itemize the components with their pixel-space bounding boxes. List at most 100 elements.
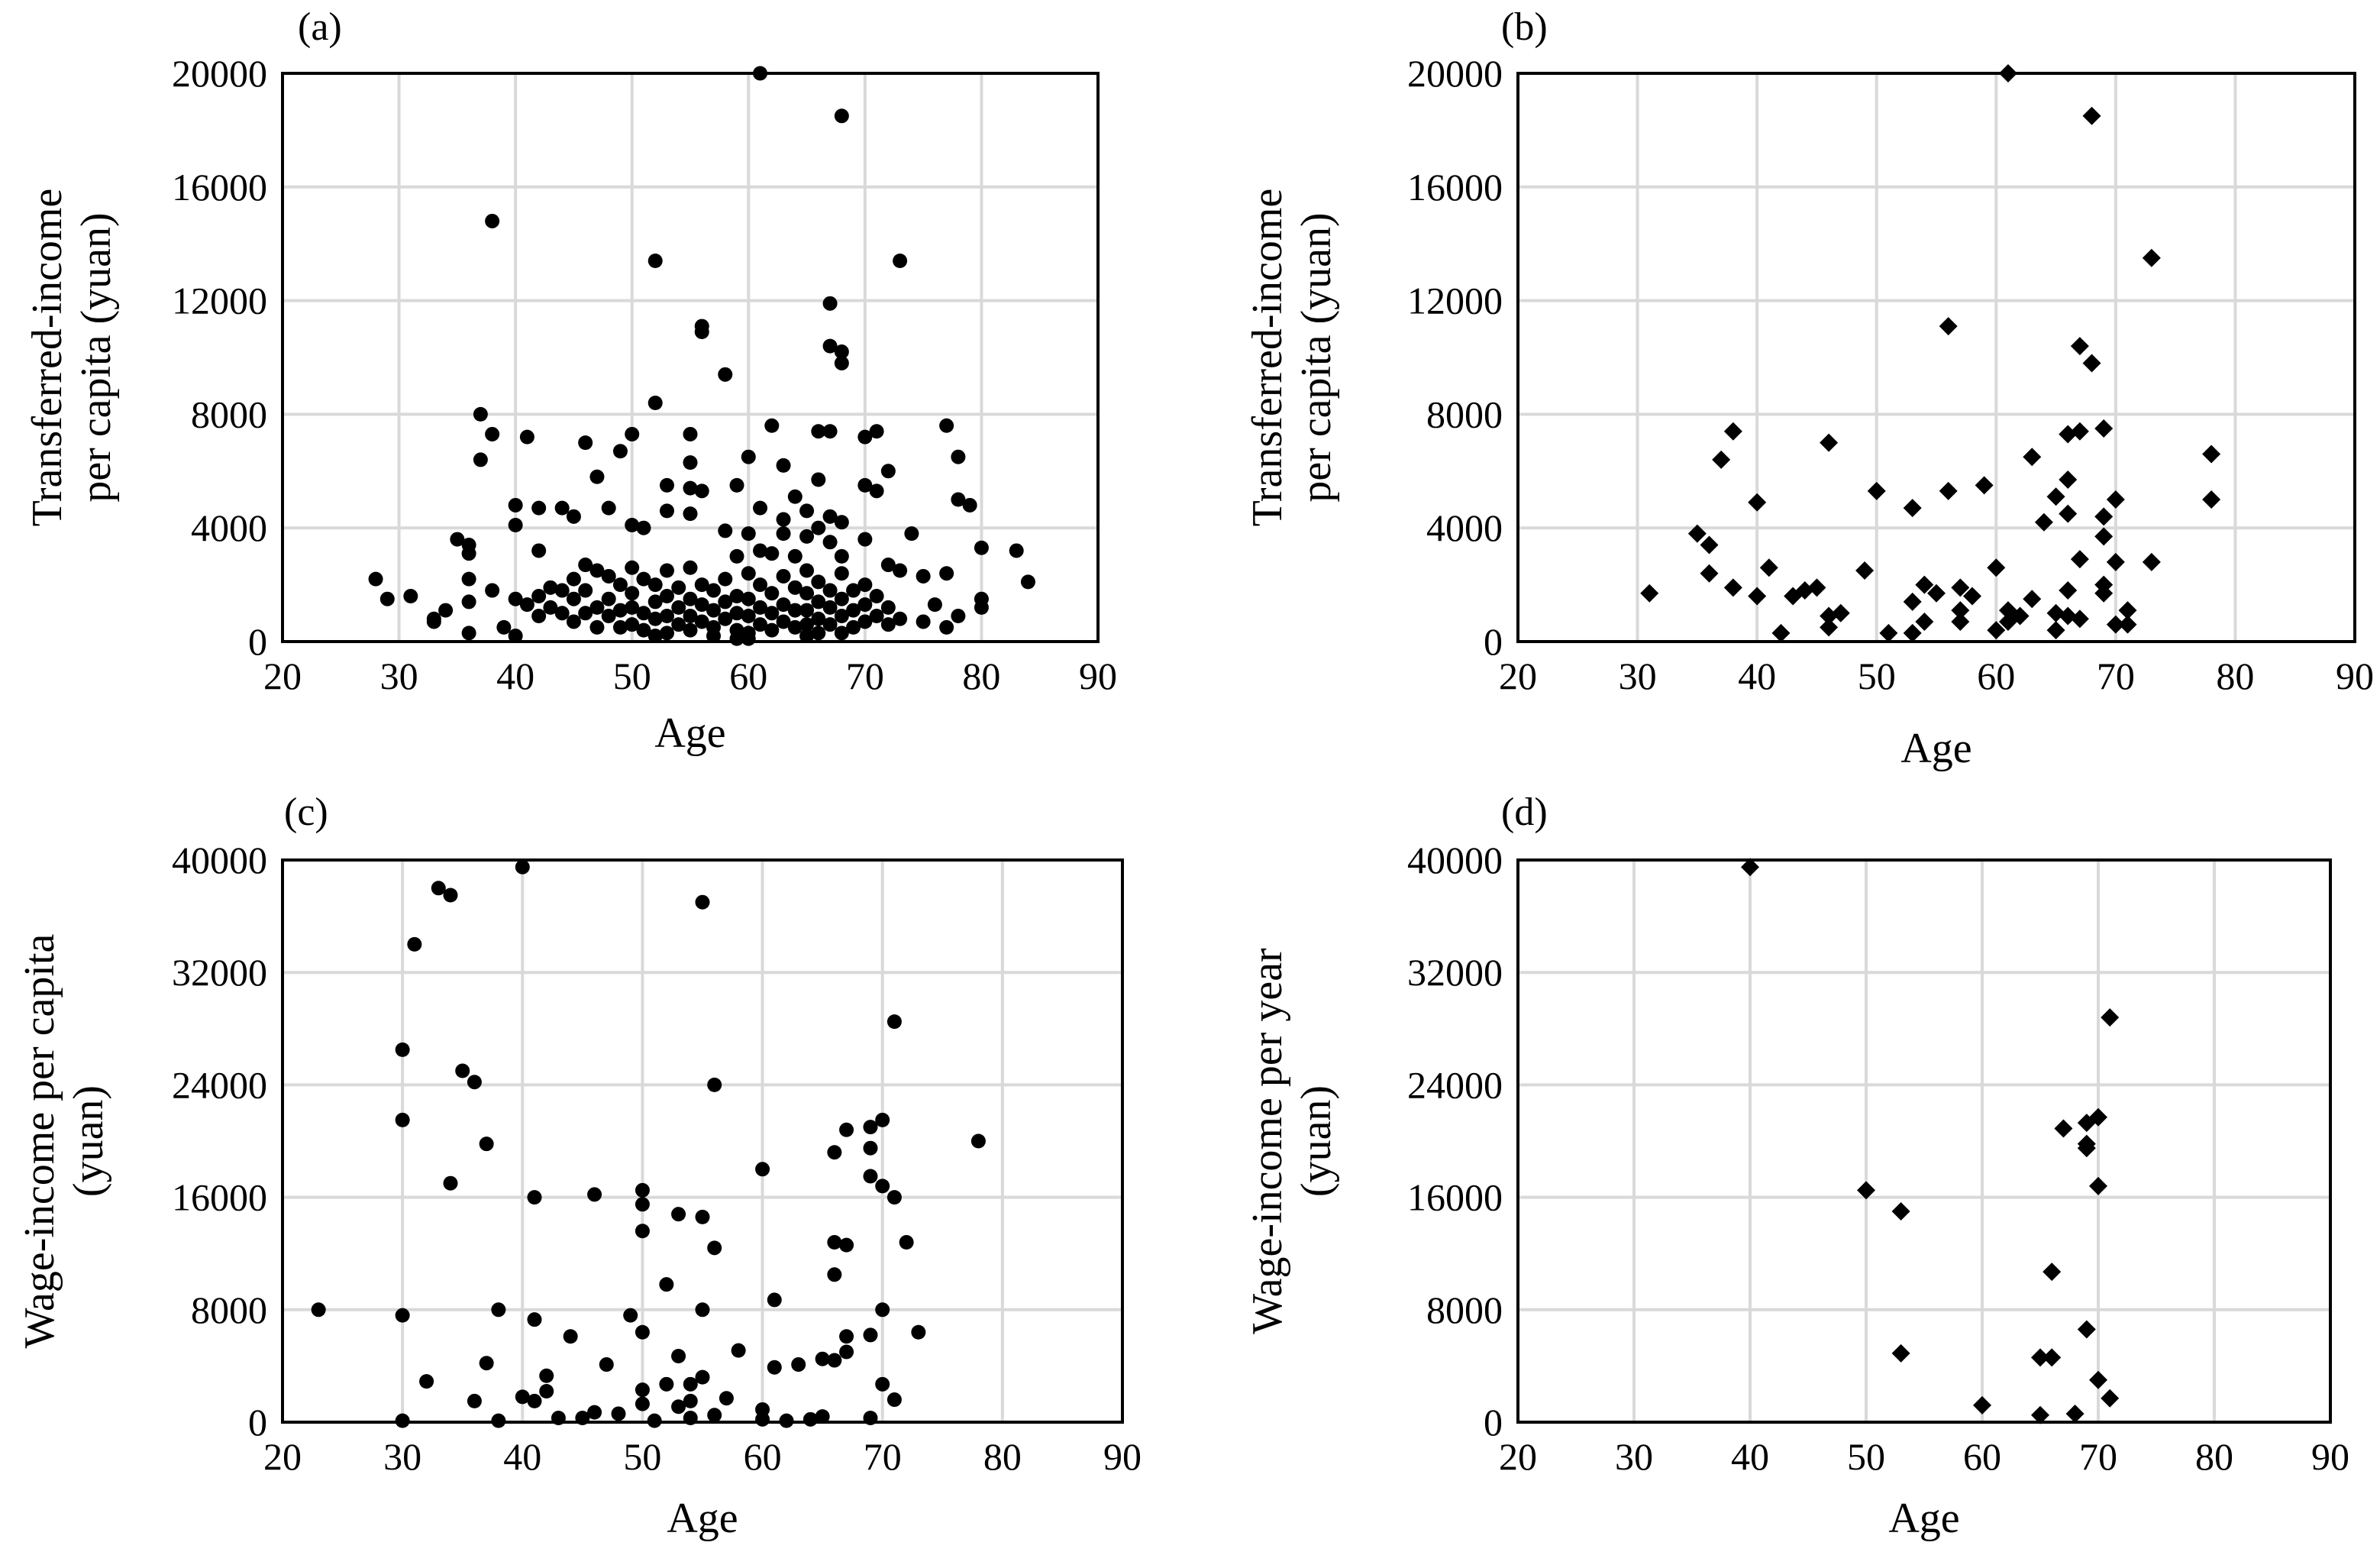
data-point-diamond [1723,422,1742,441]
data-point-circle [899,1234,914,1250]
data-point-circle [811,520,826,535]
data-point-circle [799,586,815,601]
y-tick-label: 0 [248,1401,267,1444]
panel-c: 20 30 40 50 60 70 80 90 0 8000 16000 24000 32000 4000… [16,791,1142,1542]
data-point-circle [554,500,570,516]
data-point-diamond [1855,561,1875,580]
data-point-circle [531,588,547,603]
x-tick-label: 40 [1731,1435,1769,1478]
data-point-circle [729,477,744,493]
panel-label: (b) [1501,5,1548,49]
data-point-diamond [1939,317,1958,336]
y-tick-label: 0 [1484,620,1503,663]
data-point-circle [707,1077,722,1092]
y-tick-label: 8000 [191,1288,267,1331]
data-point-circle [589,619,605,635]
data-point-circle [578,435,593,451]
data-point-circle [718,594,733,609]
data-point-circle [706,629,722,644]
data-point-circle [531,609,547,624]
y-axis-label-line: Wage-income per year [1244,948,1291,1334]
data-point-circle [611,1406,626,1421]
data-point-circle [753,617,768,632]
data-point-circle [799,603,815,618]
data-point-circle [612,444,628,459]
data-point-circle [755,1162,770,1177]
data-point-circle [589,469,605,484]
data-point-circle [880,464,896,479]
data-point-circle [539,1368,554,1383]
data-point-circle [753,66,768,81]
x-axis-label: Age [1888,1495,1959,1542]
data-point-diamond [1951,578,1970,597]
x-axis-label: Age [667,1495,738,1542]
data-point-circle [834,344,849,360]
data-point-circle [787,548,802,564]
data-point-circle [822,600,838,615]
y-tick-label: 12000 [172,280,267,322]
data-point-circle [683,1410,698,1425]
data-point-diamond [1939,481,1958,500]
y-axis-label-line: Transferred-income [24,189,71,527]
data-point-circle [659,563,674,578]
data-point-circle [799,503,815,519]
data-point-circle [863,1327,878,1343]
data-point-diamond [2046,487,2065,506]
data-point-circle [443,888,458,903]
data-point-circle [578,606,593,621]
data-point-circle [822,509,838,524]
data-point-circle [904,526,919,542]
data-point-circle [671,580,686,595]
y-tick-label: 0 [248,620,267,663]
data-point-circle [834,591,849,606]
data-point-circle [911,1324,926,1340]
data-point-circle [527,1190,542,1205]
data-point-circle [612,619,628,635]
data-point-circle [683,622,698,638]
data-point-circle [519,429,534,445]
data-point-circle [970,1133,986,1149]
data-point-circle [635,1396,650,1411]
data-point-circle [779,1413,794,1428]
y-axis-label-line: Transferred-income [1244,189,1291,527]
data-point-circle [578,558,593,573]
plot-area-frame [281,858,1124,1424]
data-point-circle [694,483,709,499]
data-point-circle [455,1063,470,1078]
data-point-diamond [1927,584,1946,603]
data-point-circle [379,591,395,606]
data-point-circle [834,108,849,124]
y-axis-label-line: Wage-income per capita [16,933,63,1348]
data-point-circle [822,583,838,598]
data-point-circle [431,881,446,896]
x-tick-label: 70 [846,655,884,697]
data-point-circle [659,588,674,603]
data-point-circle [731,1343,746,1358]
data-point-circle [755,1411,770,1427]
data-point-circle [578,583,593,598]
data-point-circle [857,577,873,593]
data-point-circle [811,472,826,487]
data-point-circle [695,894,710,910]
data-point-diamond [2142,552,2161,571]
y-tick-label: 16000 [172,166,267,209]
data-point-circle [671,617,686,632]
data-point-circle [875,1302,890,1318]
data-point-circle [636,520,651,535]
data-point-circle [311,1302,326,1318]
data-point-circle [612,603,628,618]
data-point-diamond [2118,615,2137,634]
data-point-diamond [2089,1370,2107,1389]
data-point-circle [659,503,674,519]
data-point-diamond [2031,1405,2049,1424]
data-point-circle [893,563,908,578]
data-point-circle [599,1357,614,1373]
data-point-circle [811,574,826,590]
data-point-circle [857,597,873,613]
panel-d: 20 30 40 50 60 70 80 90 0 8000 16000 24000 32000 4000… [1244,791,2349,1542]
data-point-circle [426,611,441,626]
x-tick-label: 20 [263,1435,302,1478]
data-point-circle [741,449,756,464]
data-point-diamond [2043,1263,2062,1282]
data-point-diamond [2077,1139,2096,1158]
